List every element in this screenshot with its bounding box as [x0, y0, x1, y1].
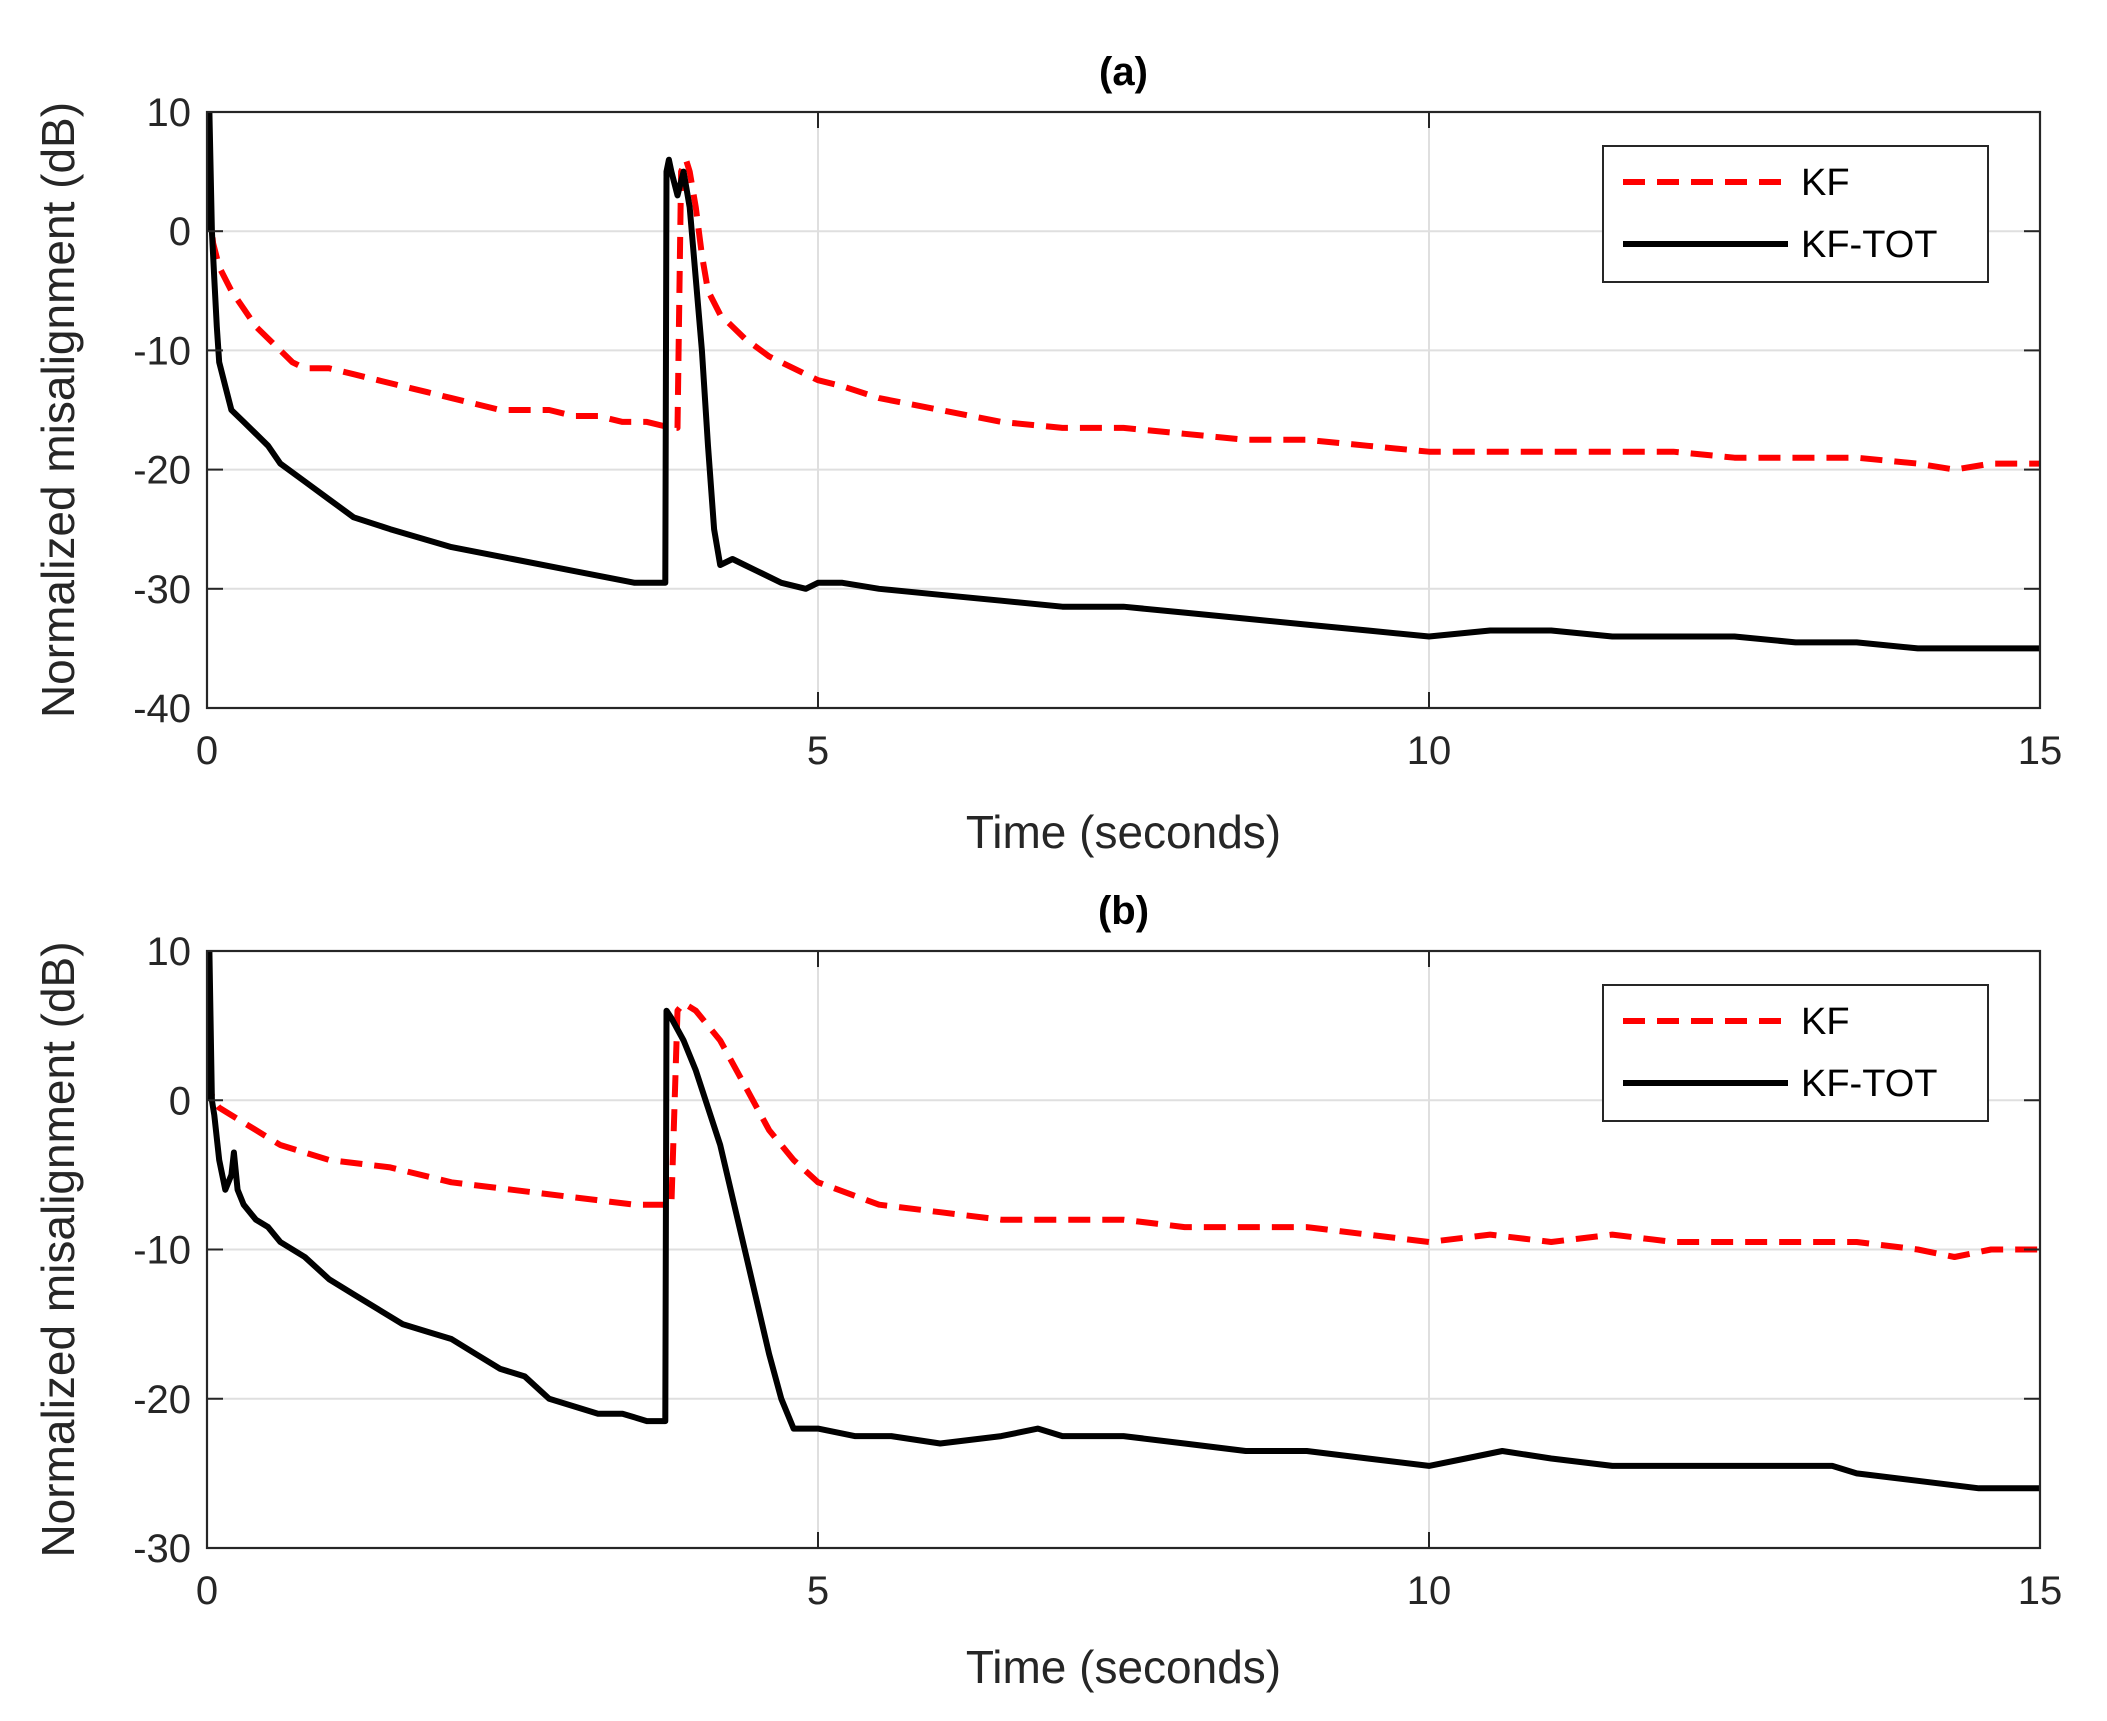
- axes-box: [205, 110, 2042, 710]
- x-axis-label: Time (seconds): [966, 806, 1281, 858]
- chart-title: (b): [1098, 889, 1149, 933]
- x-tick-label: 5: [807, 729, 829, 773]
- y-tick-label: 0: [169, 210, 191, 254]
- legend-label: KF-TOT: [1801, 1063, 1938, 1105]
- legend-label: KF-TOT: [1801, 224, 1938, 266]
- x-tick-label: 15: [2018, 729, 2063, 773]
- legend-label: KF: [1801, 1001, 1850, 1043]
- legend: KF KF-TOT: [1602, 145, 1989, 283]
- y-tick-label: -10: [133, 1229, 191, 1273]
- legend-box: [1602, 984, 1989, 1122]
- y-tick-label: -10: [133, 329, 191, 373]
- y-tick-label: 10: [147, 91, 192, 135]
- legend: KF KF-TOT: [1602, 984, 1989, 1122]
- legend-box: [1602, 145, 1989, 283]
- x-tick-label: 15: [2018, 1569, 2063, 1613]
- legend-label: KF: [1801, 162, 1850, 204]
- series-line-kf: [207, 1000, 2040, 1260]
- x-tick-label: 5: [807, 1569, 829, 1613]
- y-tick-label: -30: [133, 568, 191, 612]
- series-group: [207, 112, 2040, 652]
- y-axis-label: Normalized misalignment (dB): [32, 102, 84, 718]
- series-group: [207, 951, 2040, 1492]
- x-tick-label: 0: [196, 1569, 218, 1613]
- y-tick-label: -20: [133, 449, 191, 493]
- series-line-kf: [207, 135, 2040, 473]
- series-line-kf-tot: [207, 112, 2040, 652]
- y-tick-label: -30: [133, 1527, 191, 1571]
- panel-b: 0 5 10 15 -30 -20 -10 0 10 (b) Time (seconds) Norma…: [32, 889, 2062, 1693]
- panel-a: 0 5 10 15 -40 -30 -20 -10 0 10 (a) Time (seconds) No…: [32, 50, 2062, 858]
- x-tick-label: 10: [1407, 1569, 1452, 1613]
- y-tick-label: -20: [133, 1378, 191, 1422]
- x-tick-label: 0: [196, 729, 218, 773]
- y-tick-label: -40: [133, 687, 191, 731]
- y-axis-label: Normalized misalignment (dB): [32, 941, 84, 1557]
- chart-title: (a): [1099, 50, 1148, 94]
- y-tick-label: 0: [169, 1079, 191, 1123]
- y-tick-label: 10: [147, 930, 192, 974]
- x-tick-label: 10: [1407, 729, 1452, 773]
- x-axis-label: Time (seconds): [966, 1641, 1281, 1693]
- series-line-kf-tot: [207, 951, 2040, 1492]
